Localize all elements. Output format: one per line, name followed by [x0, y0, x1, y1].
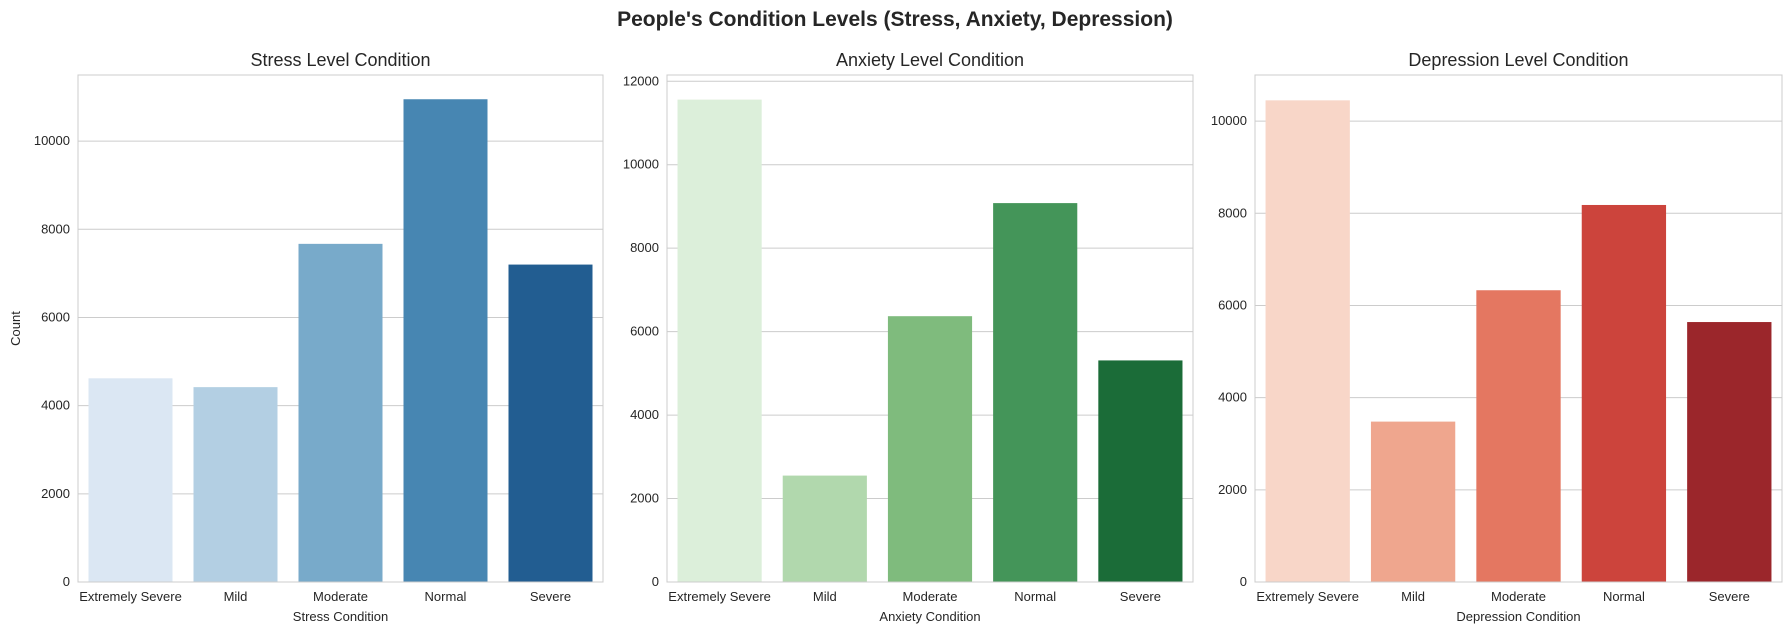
bar-normal: [1581, 204, 1667, 582]
x-axis-label: Depression Condition: [1456, 609, 1580, 624]
y-tick-label: 6000: [41, 309, 70, 324]
x-tick-label: Moderate: [903, 589, 958, 604]
y-tick-label: 6000: [1218, 297, 1247, 312]
bar-mild: [193, 387, 278, 582]
x-tick-label: Moderate: [1491, 589, 1546, 604]
y-tick-label: 0: [652, 574, 659, 589]
x-tick-label: Severe: [1120, 589, 1161, 604]
chart-panel-1: 0 2000 4000 6000 8000 10000 Extremely Severe Mi…: [8, 50, 604, 624]
x-tick-label: Mild: [224, 589, 248, 604]
y-tick-label: 8000: [630, 240, 659, 255]
y-axis-label: Count: [8, 311, 23, 346]
y-tick-label: 6000: [630, 324, 659, 339]
y-tick-label: 4000: [630, 407, 659, 422]
x-tick-label: Extremely Severe: [79, 589, 182, 604]
y-tick-label: 10000: [623, 157, 659, 172]
x-tick-label: Mild: [1401, 589, 1425, 604]
y-tick-label: 10000: [1211, 113, 1247, 128]
plot-frame: [1254, 74, 1783, 583]
y-tick-label: 2000: [630, 491, 659, 506]
x-tick-label: Severe: [530, 589, 571, 604]
y-tick-label: 8000: [1218, 205, 1247, 220]
bar-moderate: [1476, 290, 1561, 582]
y-tick-label: 12000: [623, 73, 659, 88]
plot-frame: [666, 74, 1194, 583]
x-axis-label: Stress Condition: [293, 609, 388, 624]
x-tick-label: Normal: [1014, 589, 1056, 604]
x-tick-label: Mild: [813, 589, 837, 604]
y-tick-label: 10000: [34, 133, 70, 148]
x-tick-label: Extremely Severe: [1256, 589, 1359, 604]
bar-mild: [1370, 421, 1456, 582]
y-tick-label: 4000: [41, 398, 70, 413]
bar-severe: [508, 264, 593, 582]
panel-title: Anxiety Level Condition: [836, 50, 1024, 70]
bar-extremely-severe: [1265, 100, 1350, 582]
y-tick-label: 2000: [41, 486, 70, 501]
x-tick-label: Severe: [1709, 589, 1750, 604]
x-axis-label: Anxiety Condition: [879, 609, 980, 624]
bar-severe: [1687, 322, 1772, 582]
bar-moderate: [887, 316, 973, 582]
x-tick-label: Extremely Severe: [668, 589, 771, 604]
x-tick-label: Normal: [1603, 589, 1645, 604]
y-tick-label: 2000: [1218, 482, 1247, 497]
figure-title: People's Condition Levels (Stress, Anxie…: [617, 8, 1173, 31]
bar-moderate: [298, 243, 383, 583]
bar-extremely-severe: [677, 99, 762, 582]
panel-title: Depression Level Condition: [1408, 50, 1628, 70]
bar-normal: [993, 203, 1078, 582]
bar-extremely-severe: [88, 378, 173, 582]
y-tick-label: 0: [63, 574, 70, 589]
y-tick-label: 4000: [1218, 390, 1247, 405]
bar-severe: [1098, 360, 1183, 582]
bar-mild: [782, 475, 867, 582]
chart-panel-3: 0 2000 4000 6000 8000 10000 Extremely Severe Mi…: [1211, 50, 1783, 624]
chart-panel-2: 0 2000 4000 6000 8000 10000 12000 Extremely Sev…: [623, 50, 1194, 624]
bar-normal: [403, 99, 488, 582]
panel-title: Stress Level Condition: [250, 50, 430, 70]
x-tick-label: Moderate: [313, 589, 368, 604]
plot-frame: [77, 74, 604, 583]
y-tick-label: 0: [1240, 574, 1247, 589]
y-tick-label: 8000: [41, 221, 70, 236]
x-tick-label: Normal: [425, 589, 467, 604]
